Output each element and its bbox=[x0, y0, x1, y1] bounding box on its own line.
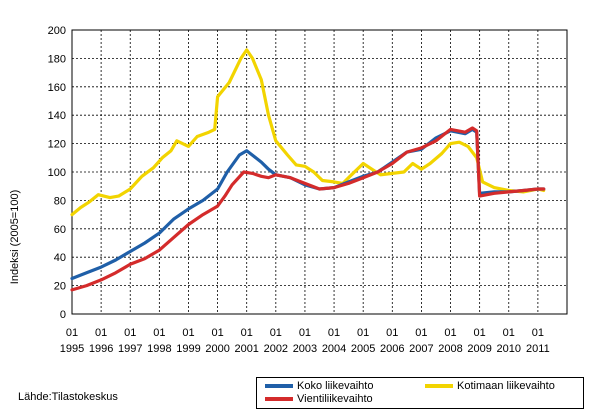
series-lines bbox=[70, 48, 546, 292]
legend-item-vienti: Vientiliikevaihto bbox=[265, 393, 373, 405]
y-tick-label: 120 bbox=[48, 139, 66, 151]
x-tick-year: 2010 bbox=[497, 343, 521, 355]
y-axis-label: Indeksi (2005=100) bbox=[9, 190, 21, 284]
x-tick-month: 01 bbox=[503, 327, 515, 339]
legend-item-koko: Koko liikevaihto bbox=[265, 380, 373, 392]
x-tick-month: 01 bbox=[66, 327, 78, 339]
x-tick-year: 2002 bbox=[264, 343, 288, 355]
x-tick-month: 01 bbox=[357, 327, 369, 339]
x-tick-year: 1995 bbox=[60, 343, 84, 355]
x-tick-year: 1998 bbox=[147, 343, 171, 355]
x-tick-month: 01 bbox=[415, 327, 427, 339]
legend-swatch-vienti bbox=[265, 397, 293, 402]
source-label: Lähde:Tilastokeskus bbox=[18, 391, 118, 403]
y-tick-label: 80 bbox=[54, 195, 66, 207]
plot-frame bbox=[71, 29, 568, 315]
x-tick-month: 01 bbox=[95, 327, 107, 339]
x-tick-year: 2000 bbox=[205, 343, 229, 355]
x-tick-month: 01 bbox=[211, 327, 223, 339]
x-tick-year: 1996 bbox=[89, 343, 113, 355]
y-tick-label: 40 bbox=[54, 252, 66, 264]
x-tick-month: 01 bbox=[299, 327, 311, 339]
legend-swatch-kotimaan bbox=[425, 384, 453, 389]
y-tick-label: 140 bbox=[48, 110, 66, 122]
x-tick-month: 01 bbox=[124, 327, 136, 339]
x-tick-year: 2001 bbox=[234, 343, 258, 355]
x-tick-year: 2009 bbox=[467, 343, 491, 355]
y-tick-label: 20 bbox=[54, 281, 66, 293]
legend-swatch-koko bbox=[265, 384, 293, 389]
y-tick-label: 60 bbox=[54, 224, 66, 236]
x-tick-month: 01 bbox=[386, 327, 398, 339]
series-line-2 bbox=[70, 126, 546, 292]
x-tick-month: 01 bbox=[444, 327, 456, 339]
x-tick-month: 01 bbox=[241, 327, 253, 339]
y-tick-label: 0 bbox=[60, 309, 66, 321]
legend-label-vienti: Vientiliikevaihto bbox=[297, 393, 373, 405]
x-tick-year: 1997 bbox=[118, 343, 142, 355]
legend-label-koko: Koko liikevaihto bbox=[297, 380, 374, 392]
axes: 0 20 40 60 80 100 120 140 160 180 200 01 1995 01 1996 0… bbox=[48, 25, 568, 355]
x-tick-month: 01 bbox=[328, 327, 340, 339]
legend-label-kotimaan: Kotimaan liikevaihto bbox=[457, 380, 555, 392]
x-tick-month: 01 bbox=[532, 327, 544, 339]
x-tick-year: 1999 bbox=[176, 343, 200, 355]
x-tick-year: 2003 bbox=[293, 343, 317, 355]
x-tick-month: 01 bbox=[182, 327, 194, 339]
x-tick-month: 01 bbox=[474, 327, 486, 339]
x-tick-month: 01 bbox=[270, 327, 282, 339]
x-tick-year: 2005 bbox=[351, 343, 375, 355]
y-tick-label: 180 bbox=[48, 53, 66, 65]
x-tick-year: 2007 bbox=[409, 343, 433, 355]
y-tick-label: 100 bbox=[48, 167, 66, 179]
x-tick-month: 01 bbox=[153, 327, 165, 339]
x-tick-year: 2004 bbox=[322, 343, 346, 355]
y-tick-label: 160 bbox=[48, 82, 66, 94]
legend: Koko liikevaihto Kotimaan liikevaihto Vi… bbox=[256, 377, 584, 409]
y-tick-label: 200 bbox=[48, 25, 66, 37]
series-line-1 bbox=[70, 48, 546, 217]
legend-item-kotimaan: Kotimaan liikevaihto bbox=[425, 380, 555, 392]
x-tick-year: 2008 bbox=[438, 343, 462, 355]
x-tick-year: 2011 bbox=[526, 343, 550, 355]
x-tick-year: 2006 bbox=[380, 343, 404, 355]
